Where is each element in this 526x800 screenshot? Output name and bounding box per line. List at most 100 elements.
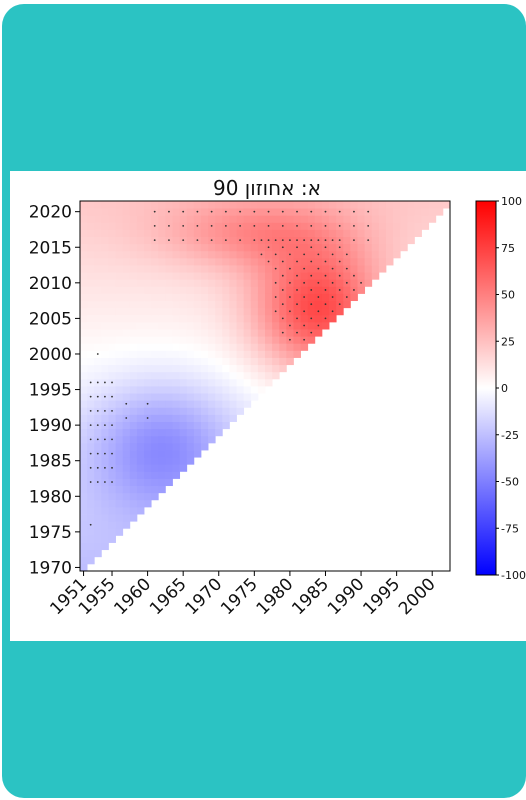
heatmap-cell xyxy=(151,442,159,451)
heatmap-cell xyxy=(115,307,124,316)
heatmap-cell xyxy=(136,393,145,401)
heatmap-cell xyxy=(129,485,138,494)
heatmap-cell xyxy=(257,215,266,223)
heatmap-cell xyxy=(158,428,166,437)
heatmap-cell xyxy=(115,357,124,366)
heatmap-cell xyxy=(87,243,95,252)
heatmap-cell xyxy=(222,371,230,380)
heatmap-cell xyxy=(314,272,323,280)
heatmap-cell xyxy=(393,250,401,259)
heatmap-cell xyxy=(179,407,188,415)
heatmap-cell xyxy=(215,300,223,309)
heatmap-cell xyxy=(122,279,131,287)
heatmap-cell xyxy=(272,243,280,252)
heatmap-cell xyxy=(158,450,166,458)
heatmap-cell xyxy=(94,236,102,245)
heatmap-cell xyxy=(158,300,166,309)
heatmap-cell xyxy=(179,378,188,387)
heatmap-cell xyxy=(265,307,273,316)
heatmap-cell xyxy=(186,435,195,444)
significance-dot xyxy=(89,381,92,384)
heatmap-cell xyxy=(94,343,102,351)
heatmap-cell xyxy=(293,265,301,273)
heatmap-cell xyxy=(108,471,116,479)
significance-dot xyxy=(210,239,213,242)
heatmap-cell xyxy=(193,343,202,351)
heatmap-cell xyxy=(186,378,195,387)
heatmap-cell xyxy=(158,386,166,394)
significance-dot xyxy=(303,296,306,298)
heatmap-cell xyxy=(186,393,195,401)
heatmap-cell xyxy=(222,407,230,415)
heatmap-cell xyxy=(215,222,223,230)
heatmap-cell xyxy=(144,421,152,430)
heatmap-cell xyxy=(158,357,166,366)
significance-dot xyxy=(224,210,227,213)
significance-dot xyxy=(96,381,99,384)
heatmap-cell xyxy=(122,257,131,266)
significance-dot xyxy=(303,310,306,313)
y-tick-label: 2000 xyxy=(29,345,72,365)
heatmap-cell xyxy=(165,300,173,309)
heatmap-cell xyxy=(144,215,152,223)
significance-dot xyxy=(281,246,284,249)
heatmap-cell xyxy=(428,201,437,209)
heatmap-cell xyxy=(200,386,209,394)
heatmap-cell xyxy=(193,400,202,408)
heatmap-cell xyxy=(122,250,131,259)
heatmap-cell xyxy=(265,329,273,337)
heatmap-cell xyxy=(80,442,88,451)
significance-dot xyxy=(111,410,113,412)
significance-dot xyxy=(289,267,291,270)
heatmap-cell xyxy=(286,208,294,216)
heatmap-cell xyxy=(158,457,166,465)
heatmap-cell xyxy=(215,243,223,252)
heatmap-cell xyxy=(80,257,88,266)
heatmap-cell xyxy=(151,478,159,487)
colorbar: 100 75 50 25 0 -25 -50 -75 -100 xyxy=(475,195,526,582)
heatmap-cell xyxy=(222,421,230,430)
heatmap-cell xyxy=(236,286,245,294)
heatmap-cell xyxy=(193,293,202,302)
heatmap-cell xyxy=(393,208,401,216)
heatmap-cell xyxy=(357,243,366,252)
heatmap-cell xyxy=(257,300,266,309)
heatmap-cell xyxy=(229,386,237,394)
heatmap-cell xyxy=(336,215,344,223)
heatmap-cell xyxy=(222,286,230,294)
heatmap-cell xyxy=(250,229,259,237)
heatmap-cell xyxy=(122,478,131,487)
significance-dot xyxy=(296,303,298,306)
heatmap-cell xyxy=(87,236,95,245)
heatmap-cell xyxy=(272,371,280,380)
heatmap-cell xyxy=(250,371,259,380)
heatmap-cell xyxy=(208,215,216,223)
heatmap-cell xyxy=(172,201,181,209)
heatmap-cell xyxy=(279,307,287,316)
significance-dot xyxy=(104,466,106,469)
heatmap-cell xyxy=(151,378,159,387)
heatmap-cell xyxy=(186,279,195,287)
heatmap-cell xyxy=(87,364,95,373)
heatmap-cell xyxy=(129,450,138,458)
heatmap-cell xyxy=(321,265,330,273)
heatmap-cell xyxy=(179,393,188,401)
heatmap-cell xyxy=(129,364,138,373)
heatmap-cell xyxy=(336,265,344,273)
heatmap-cell xyxy=(243,201,252,209)
heatmap-cell xyxy=(279,201,287,209)
heatmap-cell xyxy=(115,492,124,501)
heatmap-cell xyxy=(165,272,173,280)
heatmap-cell xyxy=(208,279,216,287)
heatmap-cell xyxy=(250,329,259,337)
heatmap-cell xyxy=(250,215,259,223)
heatmap-cell xyxy=(371,250,380,259)
heatmap-cell xyxy=(329,201,337,209)
heatmap-cell xyxy=(343,229,351,237)
heatmap-cell xyxy=(215,357,223,366)
significance-dot xyxy=(274,267,277,270)
heatmap-cell xyxy=(172,243,181,252)
heatmap-cell xyxy=(314,208,323,216)
heatmap-cell xyxy=(144,208,152,216)
heatmap-cell xyxy=(136,208,145,216)
